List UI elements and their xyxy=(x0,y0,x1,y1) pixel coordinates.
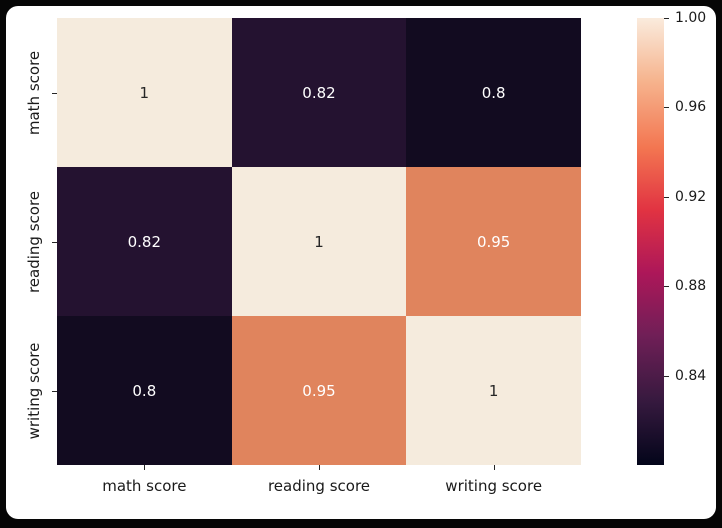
x-tick-mark xyxy=(144,465,146,470)
colorbar-tick-mark xyxy=(664,18,669,19)
colorbar-tick-mark xyxy=(664,286,669,288)
heatmap: 1 0.82 0.8 0.82 1 0.95 0.8 0.95 1 xyxy=(57,18,581,465)
heatmap-cell: 0.8 xyxy=(406,18,581,167)
colorbar-tick-mark xyxy=(664,375,669,377)
x-tick-mark xyxy=(319,465,320,470)
x-axis-label: writing score xyxy=(445,477,543,495)
x-axis: math score reading score writing score xyxy=(57,474,581,498)
heatmap-cell: 1 xyxy=(57,18,232,167)
x-axis-label: math score xyxy=(102,477,187,495)
colorbar-tick-label: 0.88 xyxy=(675,278,707,295)
y-tick-mark xyxy=(52,390,57,392)
y-axis-label: math score xyxy=(25,50,43,135)
y-tick-mark xyxy=(52,92,57,94)
x-tick-mark xyxy=(493,465,495,470)
colorbar-tick-label: 0.92 xyxy=(675,188,707,205)
colorbar-tick-mark xyxy=(664,107,669,109)
heatmap-cell: 1 xyxy=(406,316,581,465)
y-axis-label: reading score xyxy=(25,190,43,293)
heatmap-cell: 0.82 xyxy=(231,18,407,167)
y-axis-label: writing score xyxy=(25,342,43,439)
heatmap-cell: 1 xyxy=(231,167,407,316)
heatmap-cell: 0.95 xyxy=(406,167,581,316)
colorbar-tick-label: 1.00 xyxy=(675,10,707,26)
heatmap-cell: 0.95 xyxy=(231,316,407,465)
colorbar: 1.00 0.96 0.92 0.88 0.84 xyxy=(637,10,717,465)
colorbar-tick-label: 0.84 xyxy=(675,367,707,384)
heatmap-cell: 0.82 xyxy=(57,167,232,316)
colorbar-tick-mark xyxy=(664,196,669,198)
correlation-heatmap-figure: math score reading score writing score 1 0.… xyxy=(6,6,716,519)
x-axis-label: reading score xyxy=(267,477,371,495)
colorbar-gradient xyxy=(637,18,664,465)
y-tick-mark xyxy=(52,241,57,243)
colorbar-tick-label: 0.96 xyxy=(675,99,707,116)
heatmap-cell: 0.8 xyxy=(57,316,232,465)
